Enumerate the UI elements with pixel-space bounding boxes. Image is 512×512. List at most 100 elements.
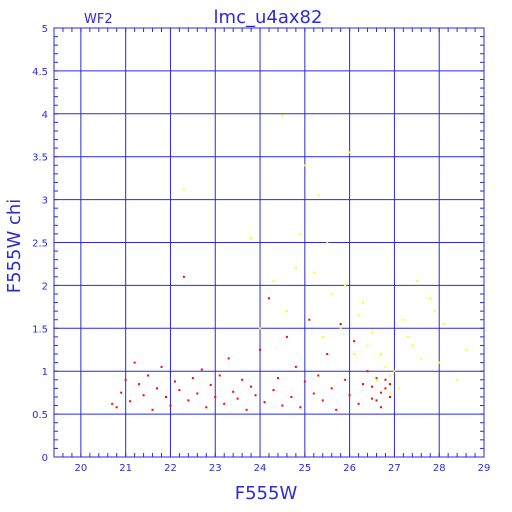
data-point: [294, 267, 297, 270]
data-point: [371, 397, 374, 400]
data-point: [456, 378, 459, 381]
data-point: [357, 314, 360, 317]
data-point: [330, 387, 333, 390]
data-point: [371, 385, 374, 388]
data-point: [250, 385, 253, 388]
data-point: [182, 275, 185, 278]
data-point: [379, 353, 382, 356]
data-point: [339, 327, 342, 330]
data-point: [129, 400, 132, 403]
data-point: [250, 237, 253, 240]
data-point: [326, 353, 329, 356]
data-point: [169, 404, 172, 407]
data-point: [366, 370, 369, 373]
data-point: [388, 383, 391, 386]
data-point: [151, 408, 154, 411]
y-tick-label: 4: [42, 110, 48, 121]
data-point: [285, 335, 288, 338]
y-tick-label: 0.5: [32, 410, 48, 421]
data-point: [205, 406, 208, 409]
data-point: [147, 374, 150, 377]
data-point: [465, 348, 468, 351]
x-axis-label: F555W: [235, 483, 298, 504]
data-point: [308, 318, 311, 321]
data-point: [223, 402, 226, 405]
data-point: [379, 406, 382, 409]
data-point: [375, 399, 378, 402]
data-point: [200, 368, 203, 371]
data-point: [111, 402, 114, 405]
data-point: [366, 344, 369, 347]
data-point: [245, 408, 248, 411]
y-tick-label: 0: [42, 453, 48, 464]
data-point: [164, 395, 167, 398]
data-point: [335, 408, 338, 411]
x-tick-label: 26: [343, 463, 356, 474]
data-point: [384, 365, 387, 368]
data-point: [411, 344, 414, 347]
data-point: [259, 348, 262, 351]
corner-label: WF2: [84, 12, 113, 27]
data-point: [402, 318, 405, 321]
data-point: [375, 377, 378, 380]
data-point: [442, 323, 445, 326]
data-point: [339, 323, 342, 326]
data-point: [191, 377, 194, 380]
data-point: [384, 378, 387, 381]
data-point: [303, 380, 306, 383]
data-point: [276, 377, 279, 380]
x-tick-label: 23: [209, 463, 222, 474]
data-point: [317, 194, 320, 197]
data-point: [182, 188, 185, 191]
data-point: [388, 391, 391, 394]
data-point: [232, 390, 235, 393]
data-point: [178, 389, 181, 392]
data-point: [406, 335, 409, 338]
data-point: [397, 387, 400, 390]
data-point: [321, 399, 324, 402]
data-point: [138, 383, 141, 386]
y-axis-label: F555W chi: [4, 199, 25, 294]
data-point: [187, 399, 190, 402]
data-point: [263, 401, 266, 404]
data-point: [326, 241, 329, 244]
data-point: [156, 387, 159, 390]
data-point: [160, 365, 163, 368]
data-point: [438, 361, 441, 364]
data-point: [259, 327, 262, 330]
data-point: [133, 361, 136, 364]
data-point: [294, 365, 297, 368]
x-tick-label: 28: [433, 463, 446, 474]
y-tick-label: 2.5: [32, 239, 48, 250]
x-tick-label: 24: [254, 463, 267, 474]
chart-title: lmc_u4ax82: [214, 7, 323, 28]
data-point: [321, 335, 324, 338]
x-tick-label: 29: [478, 463, 491, 474]
ticks: 20 21 22 23 24 25 26 27 28 29 0 0.5 1 1.5 2 2.5 3 3.5 4 4.5…: [32, 24, 490, 474]
data-point: [115, 406, 118, 409]
data-point: [124, 378, 127, 381]
data-point: [312, 392, 315, 395]
x-tick-label: 25: [298, 463, 311, 474]
data-point: [415, 280, 418, 283]
data-point: [227, 357, 230, 360]
data-point: [303, 164, 306, 167]
data-point: [241, 378, 244, 381]
data-point: [429, 297, 432, 300]
data-point: [254, 394, 257, 397]
data-point: [344, 284, 347, 287]
data-point: [196, 392, 199, 395]
data-point: [272, 280, 275, 283]
data-point: [290, 395, 293, 398]
data-point: [312, 271, 315, 274]
data-point: [218, 374, 221, 377]
data-point: [214, 395, 217, 398]
data-point: [357, 402, 360, 405]
data-point: [236, 397, 239, 400]
data-point: [281, 114, 284, 117]
data-point: [299, 406, 302, 409]
data-point: [142, 394, 145, 397]
data-point: [120, 391, 123, 394]
data-point: [344, 378, 347, 381]
